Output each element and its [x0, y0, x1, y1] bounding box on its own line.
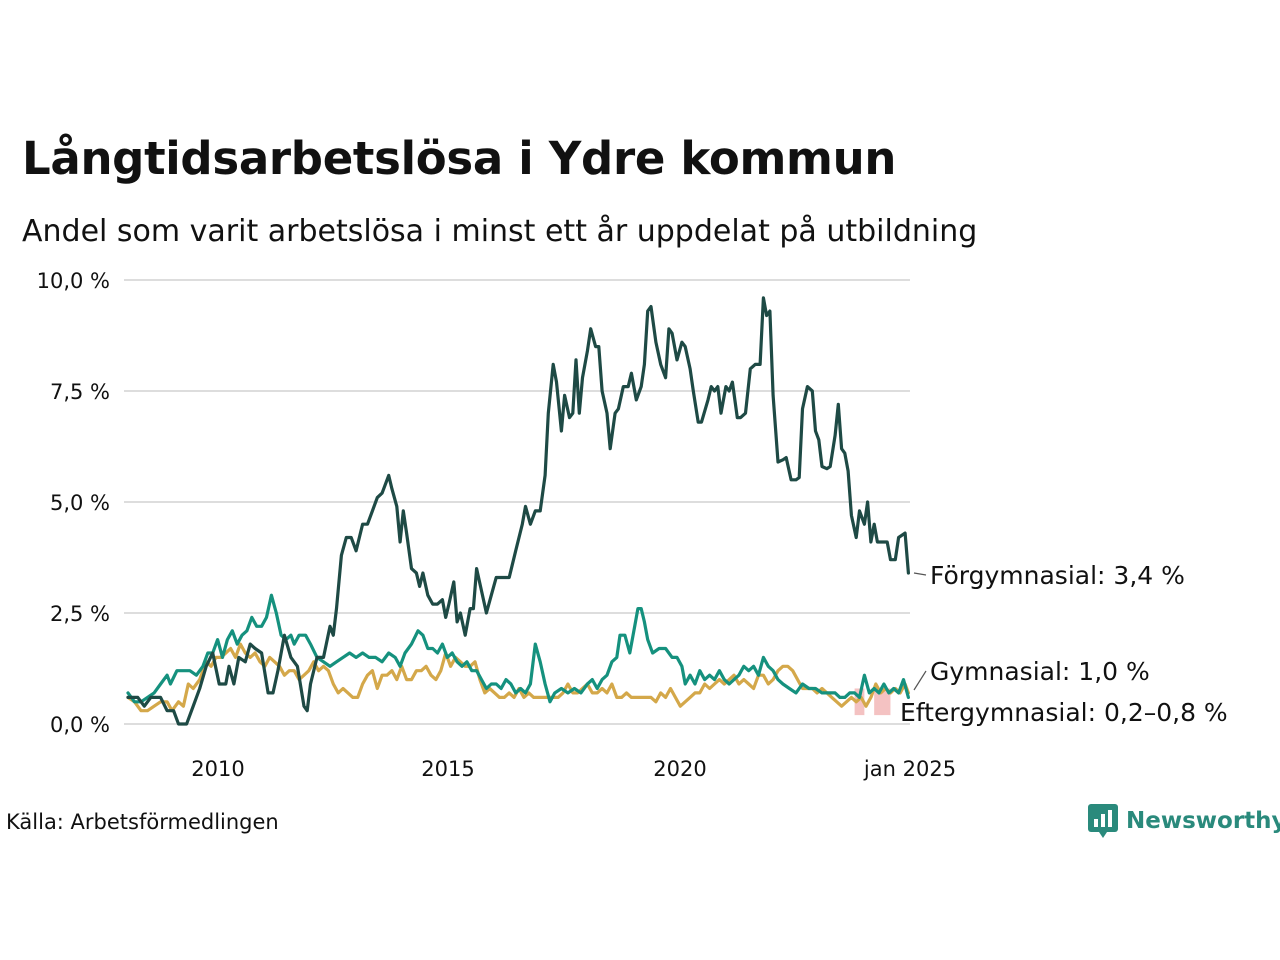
- x-tick-label: 2015: [421, 757, 474, 781]
- label-leader-line: [913, 670, 927, 691]
- y-axis-ticks: 0,0 % 2,5 % 5,0 % 7,5 % 10,0 %: [37, 269, 110, 737]
- x-tick-label: 2020: [653, 757, 706, 781]
- y-tick-label: 5,0 %: [50, 491, 110, 515]
- x-axis-ticks: 2010 2015 2020 jan 2025: [191, 757, 956, 781]
- newsworthy-logo-icon: [1088, 804, 1118, 838]
- x-tick-label: 2010: [191, 757, 244, 781]
- y-tick-label: 0,0 %: [50, 713, 110, 737]
- chart-title: Långtidsarbetslösa i Ydre kommun: [22, 132, 897, 185]
- series-end-label: Gymnasial: 1,0 %: [930, 657, 1150, 686]
- newsworthy-logo-text: Newsworthy: [1126, 808, 1280, 834]
- series-end-labels: Förgymnasial: 3,4 % Gymnasial: 1,0 % Efter…: [900, 561, 1228, 727]
- series-line-gymnasial: [126, 593, 910, 704]
- series-end-label: Eftergymnasial: 0,2–0,8 %: [900, 698, 1228, 727]
- y-tick-label: 10,0 %: [37, 269, 110, 293]
- series-end-label: Förgymnasial: 3,4 %: [930, 561, 1185, 590]
- x-tick-label: jan 2025: [863, 757, 956, 781]
- y-tick-label: 2,5 %: [50, 602, 110, 626]
- chart-subtitle: Andel som varit arbetslösa i minst ett å…: [22, 214, 978, 249]
- label-leader-line: [913, 572, 927, 576]
- y-tick-label: 7,5 %: [50, 380, 110, 404]
- series-lines: [126, 296, 910, 726]
- newsworthy-logo: Newsworthy: [1088, 804, 1280, 838]
- range-band-segment: [874, 688, 891, 716]
- series-line-eftergymnasial: [126, 642, 910, 713]
- source-note: Källa: Arbetsförmedlingen: [6, 810, 279, 834]
- grid-lines: [124, 279, 910, 725]
- range-band: [854, 688, 891, 716]
- series-line-förgymnasial: [126, 296, 910, 726]
- range-band-segment: [854, 688, 865, 716]
